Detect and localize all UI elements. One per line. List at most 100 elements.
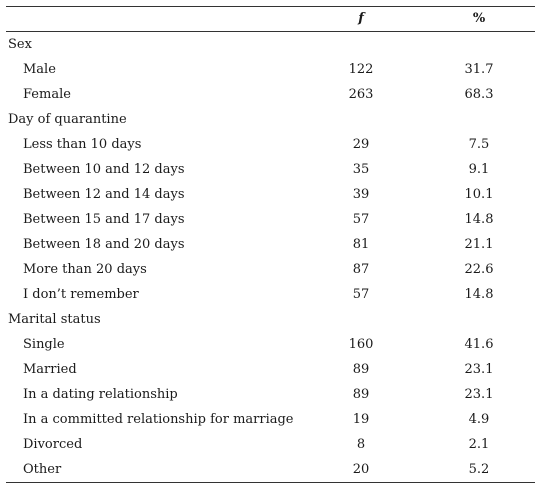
gap-cell	[414, 107, 423, 132]
row-label: More than 20 days	[23, 262, 147, 277]
frequency-cell: 20	[308, 457, 414, 483]
percent-cell: 41.6	[464, 337, 494, 352]
table-row: I don’t remember 57 14.8	[6, 282, 535, 307]
frequency-cell: 29	[352, 137, 370, 152]
frequency-cell: 39	[352, 187, 370, 202]
gap-cell	[414, 407, 423, 432]
table-row: Male 122 31.7	[6, 57, 535, 82]
gap-cell	[299, 407, 308, 432]
row-label: I don’t remember	[23, 287, 139, 302]
frequency-cell: 89	[352, 387, 370, 402]
percent-cell: 31.7	[464, 62, 494, 77]
table-row: Between 18 and 20 days 81 21.1	[6, 232, 535, 257]
empty-f-cell	[308, 32, 414, 58]
frequency-cell: 81	[352, 237, 370, 252]
frequency-cell: 87	[352, 262, 370, 277]
header-percent: %	[423, 6, 535, 32]
gap-cell	[414, 432, 423, 457]
header-gap	[414, 6, 423, 32]
gap-cell	[414, 182, 423, 207]
frequency-cell: 160	[348, 337, 374, 352]
gap-cell	[299, 182, 308, 207]
header-gap	[299, 6, 308, 32]
header-frequency: f	[308, 6, 414, 32]
table-row: More than 20 days 87 22.6	[6, 257, 535, 282]
percent-cell: 5.2	[423, 457, 535, 483]
header-row: f %	[6, 6, 535, 32]
table-row: Between 15 and 17 days 57 14.8	[6, 207, 535, 232]
gap-cell	[299, 32, 308, 58]
row-label: In a committed relationship for marriage	[23, 412, 294, 427]
gap-cell	[414, 357, 423, 382]
group-label: Sex	[8, 37, 32, 52]
table-body: Sex Male 122 31.7 Female 263 68.3 Day of quaran…	[6, 32, 535, 483]
gap-cell	[414, 457, 423, 483]
gap-cell	[414, 282, 423, 307]
gap-cell	[414, 132, 423, 157]
row-label: Male	[23, 62, 56, 77]
percent-cell: 21.1	[464, 237, 494, 252]
table-row: Between 10 and 12 days 35 9.1	[6, 157, 535, 182]
row-label: Divorced	[23, 437, 83, 452]
table-row: Single 160 41.6	[6, 332, 535, 357]
frequency-cell: 19	[352, 412, 370, 427]
percent-cell: 7.5	[468, 137, 490, 152]
gap-cell	[299, 457, 308, 483]
header-label	[6, 6, 299, 32]
gap-cell	[299, 107, 308, 132]
frequency-cell: 263	[348, 87, 374, 102]
percent-cell: 14.8	[464, 287, 494, 302]
percent-cell: 68.3	[464, 87, 494, 102]
row-label: Married	[23, 362, 77, 377]
empty-percent-cell	[423, 107, 535, 132]
percent-cell: 9.1	[468, 162, 490, 177]
table-row: Married 89 23.1	[6, 357, 535, 382]
percent-cell: 23.1	[464, 362, 494, 377]
frequency-cell: 57	[352, 287, 370, 302]
gap-cell	[414, 157, 423, 182]
empty-percent-cell	[423, 307, 535, 332]
gap-cell	[414, 232, 423, 257]
table-row: Female 263 68.3	[6, 82, 535, 107]
gap-cell	[299, 207, 308, 232]
group-label: Day of quarantine	[8, 112, 127, 127]
table-row: Divorced 8 2.1	[6, 432, 535, 457]
gap-cell	[299, 157, 308, 182]
percent-cell: 14.8	[464, 212, 494, 227]
row-label: Between 18 and 20 days	[23, 237, 185, 252]
row-label: Between 15 and 17 days	[23, 212, 185, 227]
table-row: In a committed relationship for marriage…	[6, 407, 535, 432]
frequency-cell: 8	[356, 437, 366, 452]
frequency-cell: 57	[352, 212, 370, 227]
gap-cell	[414, 382, 423, 407]
gap-cell	[414, 57, 423, 82]
gap-cell	[414, 82, 423, 107]
gap-cell	[299, 232, 308, 257]
frequency-cell: 122	[348, 62, 374, 77]
gap-cell	[299, 382, 308, 407]
empty-f-cell	[308, 107, 414, 132]
table-header: f %	[6, 6, 535, 32]
gap-cell	[414, 332, 423, 357]
table-row: Other 20 5.2	[6, 457, 535, 483]
frequency-cell: 35	[352, 162, 370, 177]
row-label: Between 12 and 14 days	[23, 187, 185, 202]
table-row: Between 12 and 14 days 39 10.1	[6, 182, 535, 207]
gap-cell	[299, 332, 308, 357]
gap-cell	[414, 207, 423, 232]
percent-cell: 2.1	[468, 437, 490, 452]
group-header-row: Marital status	[6, 307, 535, 332]
row-label: In a dating relationship	[23, 387, 178, 402]
gap-cell	[299, 307, 308, 332]
gap-cell	[299, 132, 308, 157]
row-label: Single	[23, 337, 65, 352]
gap-cell	[414, 32, 423, 58]
gap-cell	[414, 257, 423, 282]
empty-percent-cell	[423, 32, 535, 58]
group-header-row: Sex	[6, 32, 535, 58]
row-label: Between 10 and 12 days	[23, 162, 185, 177]
row-label: Less than 10 days	[23, 137, 142, 152]
table-row: Less than 10 days 29 7.5	[6, 132, 535, 157]
group-label: Marital status	[8, 312, 101, 327]
